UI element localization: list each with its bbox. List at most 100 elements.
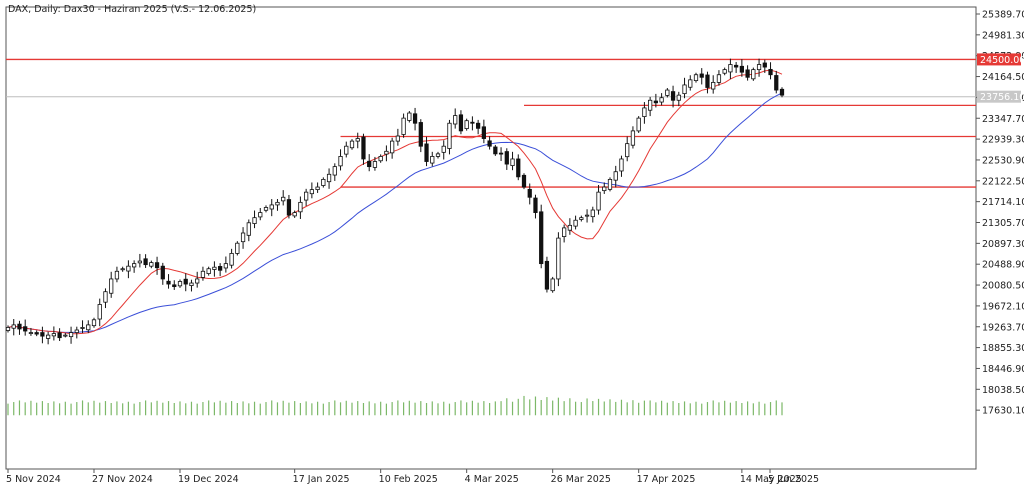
- candle: [596, 185, 601, 215]
- candle: [602, 182, 607, 194]
- candle-body: [602, 186, 607, 192]
- candle-body: [699, 73, 704, 78]
- candle: [722, 67, 727, 76]
- candle: [607, 177, 613, 192]
- plot-frame: [5, 6, 977, 470]
- candle: [573, 215, 578, 230]
- candle-body: [154, 262, 160, 269]
- slow-moving-average: [7, 92, 783, 333]
- candle-body: [567, 224, 572, 231]
- candle-body: [453, 115, 458, 125]
- candle-body: [97, 304, 102, 320]
- candle-body: [435, 153, 441, 157]
- candle: [338, 149, 343, 171]
- candle: [269, 199, 274, 217]
- candle-body: [722, 69, 727, 74]
- level-price-tag-label: 24500.00: [980, 55, 1024, 66]
- candle-body: [218, 266, 223, 271]
- candle: [28, 327, 34, 336]
- price-tags: 24500.00 23756.10: [977, 53, 1024, 103]
- candle-body: [269, 204, 274, 210]
- candle-body: [734, 64, 739, 68]
- candle: [762, 59, 767, 73]
- candle-body: [332, 166, 337, 176]
- candle-body: [665, 89, 670, 96]
- candle-body: [372, 161, 378, 168]
- candle-body: [636, 117, 641, 132]
- candle: [756, 58, 762, 77]
- candle-body: [223, 263, 228, 269]
- current-price-tag-label: 23756.10: [980, 92, 1024, 103]
- candle-body: [728, 64, 733, 73]
- candle-body: [51, 333, 56, 337]
- candle: [470, 116, 475, 131]
- candle-body: [539, 211, 544, 265]
- candle-body: [676, 94, 681, 101]
- candle: [407, 110, 412, 123]
- level-price-tag: [977, 53, 1021, 66]
- date-tick-label: 5 Jun 2025: [768, 474, 819, 485]
- candle-body: [80, 327, 85, 329]
- candle: [550, 276, 555, 293]
- candle-body: [355, 138, 360, 142]
- candle: [120, 266, 125, 272]
- candle-body: [562, 227, 567, 237]
- candle-body: [57, 332, 62, 339]
- candle: [51, 326, 56, 341]
- volume-bars: [7, 395, 783, 416]
- date-tick-label: 10 Feb 2025: [379, 474, 438, 485]
- candle: [590, 206, 595, 223]
- candle: [739, 59, 744, 77]
- candle-body: [109, 278, 114, 294]
- candle: [200, 266, 206, 281]
- candle: [229, 248, 234, 269]
- candle: [5, 325, 11, 333]
- candle: [395, 128, 400, 146]
- candle-body: [240, 232, 246, 243]
- candle-body: [751, 69, 756, 80]
- candle-body: [349, 140, 355, 149]
- candle: [579, 215, 584, 222]
- price-tick-label: 25389.70: [982, 10, 1024, 21]
- candle-body: [68, 332, 74, 338]
- candle: [476, 119, 481, 135]
- candle-body: [682, 84, 687, 95]
- price-tick-label: 18855.30: [982, 343, 1024, 354]
- candle: [774, 70, 779, 94]
- candle: [195, 271, 200, 288]
- candle-body: [487, 140, 492, 147]
- candle-body: [619, 158, 624, 172]
- candle-body: [286, 199, 292, 216]
- candle: [292, 210, 297, 218]
- candle-body: [630, 130, 636, 146]
- date-tick-label: 17 Jan 2025: [293, 474, 350, 485]
- candle: [401, 113, 406, 138]
- candle: [648, 96, 653, 117]
- candle: [693, 72, 699, 83]
- candle-body: [143, 258, 148, 266]
- candle-body: [86, 324, 91, 331]
- candle: [584, 209, 590, 223]
- candle: [91, 317, 97, 328]
- candle-body: [579, 217, 584, 220]
- candle-body: [544, 260, 550, 290]
- candle-body: [596, 191, 601, 211]
- candle: [418, 119, 423, 153]
- candle-body: [447, 122, 452, 149]
- candle: [143, 254, 148, 268]
- candle-body: [418, 122, 423, 147]
- candles: [5, 58, 785, 345]
- candle: [263, 205, 269, 213]
- horizontal-levels: [6, 58, 976, 188]
- candle-body: [189, 282, 194, 286]
- candle: [734, 61, 739, 73]
- candle-body: [705, 74, 710, 88]
- candle-body: [711, 81, 716, 90]
- candle-body: [315, 186, 320, 191]
- candle-body: [493, 146, 498, 155]
- price-tick-label: 22122.50: [982, 176, 1024, 187]
- candle-body: [172, 284, 177, 288]
- candle: [286, 194, 292, 219]
- candle-body: [309, 189, 314, 195]
- candle: [137, 253, 142, 268]
